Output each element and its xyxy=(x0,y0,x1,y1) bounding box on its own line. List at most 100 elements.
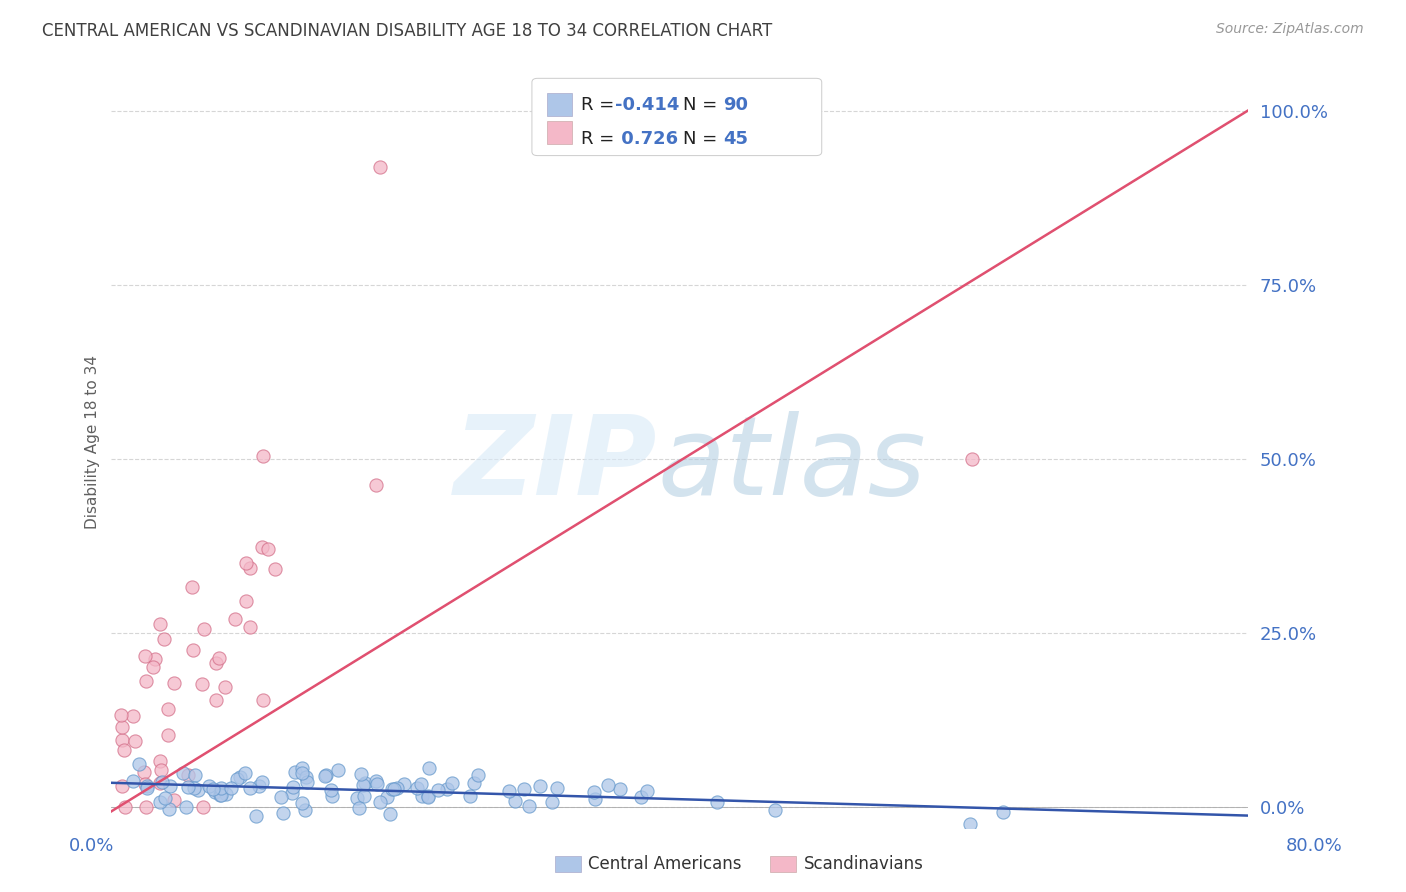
Point xyxy=(172,765,194,780)
Point xyxy=(235,594,257,608)
Point xyxy=(148,754,170,768)
Point xyxy=(354,775,377,789)
Point xyxy=(157,802,180,816)
Text: ZIP: ZIP xyxy=(454,411,657,518)
Point xyxy=(546,780,568,795)
Point xyxy=(418,790,440,805)
Point xyxy=(418,761,440,775)
Point xyxy=(111,733,134,747)
Point xyxy=(149,616,172,631)
Text: CENTRAL AMERICAN VS SCANDINAVIAN DISABILITY AGE 18 TO 34 CORRELATION CHART: CENTRAL AMERICAN VS SCANDINAVIAN DISABIL… xyxy=(42,22,772,40)
Point xyxy=(156,702,179,716)
Point xyxy=(378,807,401,822)
Text: 0.0%: 0.0% xyxy=(69,837,114,855)
Point xyxy=(193,622,215,636)
Point xyxy=(143,652,166,666)
Point xyxy=(235,556,257,570)
Point xyxy=(134,777,156,791)
Point xyxy=(409,777,432,791)
Point xyxy=(366,478,388,492)
Point xyxy=(368,160,391,174)
Point xyxy=(163,676,186,690)
Point xyxy=(207,650,229,665)
Point xyxy=(209,789,232,803)
Point xyxy=(392,777,415,791)
Point xyxy=(122,709,145,723)
Point xyxy=(596,778,619,792)
Point xyxy=(637,783,659,797)
Point xyxy=(315,768,337,782)
Point xyxy=(463,776,485,790)
Text: 45: 45 xyxy=(723,129,748,147)
Point xyxy=(503,794,526,808)
Text: R =: R = xyxy=(581,129,620,147)
Point xyxy=(411,789,433,803)
Point xyxy=(111,720,134,734)
Point xyxy=(271,806,294,821)
Point xyxy=(284,764,307,779)
Point xyxy=(291,766,314,780)
Point xyxy=(215,787,238,801)
Point xyxy=(281,780,304,794)
Point xyxy=(609,781,631,796)
Point xyxy=(381,781,404,796)
Point xyxy=(135,781,157,796)
Point xyxy=(352,778,374,792)
Point xyxy=(326,763,349,777)
Point xyxy=(252,449,274,463)
Text: Central Americans: Central Americans xyxy=(588,855,741,873)
Point xyxy=(264,562,287,576)
Point xyxy=(346,791,368,805)
Point xyxy=(209,780,232,795)
Text: N =: N = xyxy=(683,129,723,147)
Point xyxy=(197,779,219,793)
Point xyxy=(121,774,143,789)
Point xyxy=(209,788,232,802)
Point xyxy=(233,765,256,780)
Text: N =: N = xyxy=(683,95,723,113)
Point xyxy=(183,780,205,795)
Point xyxy=(142,659,165,673)
Point xyxy=(204,785,226,799)
Text: Scandinavians: Scandinavians xyxy=(804,855,924,873)
Point xyxy=(219,781,242,796)
Point xyxy=(114,800,136,814)
Point xyxy=(353,789,375,803)
Point xyxy=(239,561,262,575)
Point xyxy=(252,775,274,789)
Point xyxy=(270,789,292,804)
Point xyxy=(418,789,440,804)
Point xyxy=(135,800,157,814)
Bar xyxy=(547,93,572,116)
Point xyxy=(159,779,181,793)
Point xyxy=(247,779,270,793)
Point xyxy=(176,768,198,782)
Point xyxy=(280,786,302,800)
Point xyxy=(426,782,449,797)
Point xyxy=(959,817,981,831)
Point xyxy=(224,612,246,626)
Point xyxy=(630,790,652,805)
Point xyxy=(149,776,172,790)
Point xyxy=(314,769,336,783)
Point xyxy=(202,781,225,796)
Point xyxy=(517,799,540,814)
Point xyxy=(364,773,387,788)
Point xyxy=(347,801,370,815)
Point xyxy=(377,790,399,805)
Point xyxy=(321,789,343,803)
Point xyxy=(252,693,274,707)
Point xyxy=(163,793,186,807)
Point xyxy=(177,780,200,795)
Point xyxy=(540,795,562,809)
Point xyxy=(291,797,314,811)
Point xyxy=(257,541,280,556)
Point xyxy=(458,789,481,804)
Point xyxy=(214,680,236,694)
Point xyxy=(150,775,173,789)
Point xyxy=(112,743,135,757)
Point xyxy=(111,780,134,794)
Point xyxy=(498,783,520,797)
Point xyxy=(529,779,551,793)
Point xyxy=(295,774,318,789)
